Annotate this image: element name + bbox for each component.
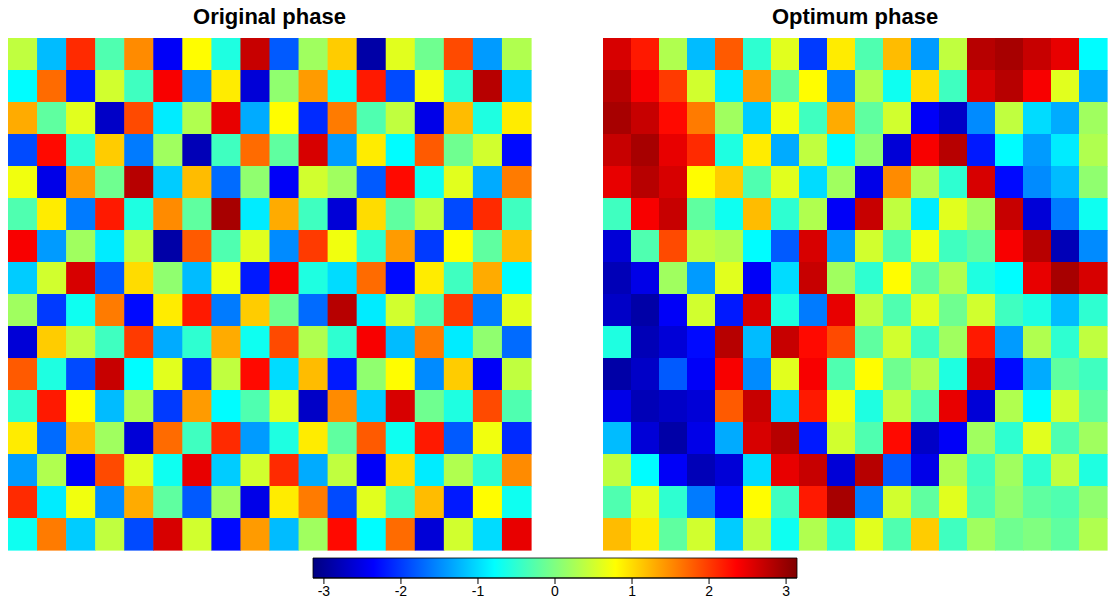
svg-text:-2: -2 [395,583,408,599]
svg-text:0: 0 [551,583,559,599]
svg-text:2: 2 [705,583,713,599]
html-text:Original phase: Original phase [193,4,346,29]
svg-text:-3: -3 [318,583,331,599]
svg-text:1: 1 [628,583,636,599]
svg-text:3: 3 [782,583,790,599]
svg-text:-1: -1 [472,583,485,599]
html-text:Optimum phase: Optimum phase [771,4,939,29]
